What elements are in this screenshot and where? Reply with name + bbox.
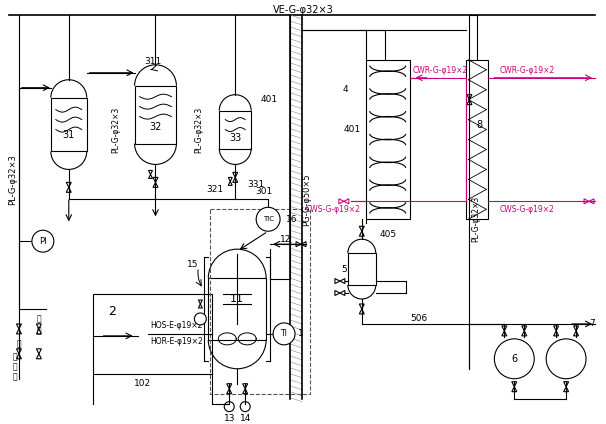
Text: 放: 放 — [36, 315, 41, 324]
Bar — [208, 278, 266, 340]
Circle shape — [195, 313, 206, 325]
Text: 15: 15 — [187, 259, 198, 269]
Text: 泵: 泵 — [13, 372, 18, 381]
Text: 405: 405 — [380, 230, 397, 239]
Text: CWR-G-φ19×2: CWR-G-φ19×2 — [499, 66, 554, 75]
Text: PL-G-φ32×3: PL-G-φ32×3 — [194, 106, 203, 153]
Text: 31: 31 — [62, 130, 75, 139]
Text: HOS-E-φ19×2: HOS-E-φ19×2 — [150, 321, 203, 330]
Text: HOR-E-φ19×2: HOR-E-φ19×2 — [150, 338, 203, 346]
Bar — [219, 111, 251, 148]
Text: 4: 4 — [343, 85, 348, 94]
Text: PL-G-φ32×3: PL-G-φ32×3 — [8, 154, 18, 205]
Text: 401: 401 — [343, 125, 361, 134]
Text: PL-G-φ32×3: PL-G-φ32×3 — [111, 106, 120, 153]
Text: PL-G-φ32×3: PL-G-φ32×3 — [471, 196, 480, 243]
Bar — [93, 294, 212, 374]
Text: 2: 2 — [108, 305, 116, 318]
Text: 311: 311 — [144, 57, 161, 66]
Text: 真: 真 — [13, 352, 18, 361]
Text: 7: 7 — [589, 319, 595, 329]
Text: PI: PI — [39, 237, 47, 245]
Bar — [210, 209, 310, 393]
Circle shape — [32, 230, 54, 252]
Bar — [467, 60, 488, 219]
Circle shape — [546, 339, 586, 379]
Circle shape — [273, 323, 295, 345]
Text: CWS-G-φ19×2: CWS-G-φ19×2 — [499, 205, 554, 214]
Text: 331: 331 — [247, 180, 264, 189]
Text: PG-G-φ50×5: PG-G-φ50×5 — [302, 173, 311, 226]
Text: 5: 5 — [341, 265, 347, 273]
Text: 14: 14 — [239, 414, 251, 423]
Text: 16: 16 — [286, 215, 298, 224]
Text: 空: 空 — [36, 326, 41, 335]
Text: 506: 506 — [411, 315, 428, 324]
Text: VE-G-φ32×3: VE-G-φ32×3 — [273, 5, 333, 15]
Circle shape — [494, 339, 534, 379]
Text: 33: 33 — [229, 133, 241, 142]
Text: 1: 1 — [298, 329, 304, 338]
Text: CWR-G-φ19×2: CWR-G-φ19×2 — [413, 66, 468, 75]
Bar — [51, 98, 87, 151]
Text: TI: TI — [281, 329, 287, 338]
Text: 401: 401 — [261, 95, 278, 104]
Text: 321: 321 — [207, 185, 224, 194]
Bar — [135, 86, 176, 143]
Text: 32: 32 — [149, 122, 162, 131]
Text: 12: 12 — [281, 235, 291, 244]
Circle shape — [256, 207, 280, 231]
Bar — [348, 253, 376, 285]
Bar — [366, 60, 410, 219]
Text: 6: 6 — [511, 354, 518, 364]
Text: 接: 接 — [16, 339, 21, 349]
Text: 空: 空 — [13, 362, 18, 371]
Circle shape — [240, 402, 250, 412]
Circle shape — [224, 402, 235, 412]
Text: 11: 11 — [230, 294, 244, 304]
Text: 301: 301 — [255, 187, 273, 196]
Text: 8: 8 — [476, 120, 482, 130]
Text: TIC: TIC — [262, 216, 274, 222]
Text: 13: 13 — [224, 414, 235, 423]
Text: 102: 102 — [134, 379, 151, 388]
Text: CWS-G-φ19×2: CWS-G-φ19×2 — [306, 205, 361, 214]
